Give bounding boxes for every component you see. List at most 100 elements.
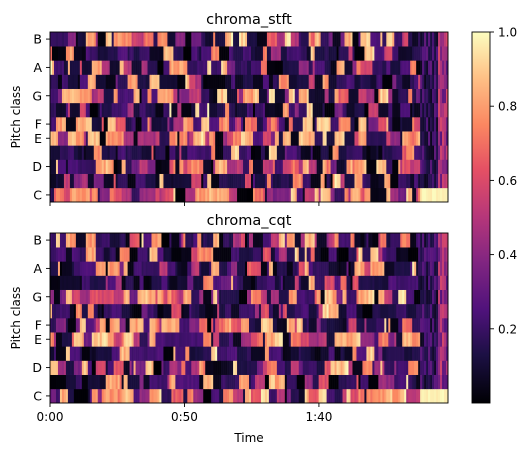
heatmap-cell bbox=[109, 102, 112, 118]
heatmap-cell bbox=[99, 74, 103, 89]
heatmap-cell bbox=[416, 102, 419, 118]
heatmap-cell bbox=[95, 303, 99, 319]
heatmap-cell bbox=[396, 360, 399, 375]
heatmap-cell bbox=[426, 32, 429, 47]
heatmap-cell bbox=[352, 318, 355, 333]
heatmap-cell bbox=[221, 46, 224, 61]
heatmap-cell bbox=[282, 318, 286, 333]
heatmap-cell bbox=[239, 159, 242, 174]
heatmap-cell bbox=[366, 131, 369, 146]
heatmap-cell bbox=[217, 32, 220, 47]
heatmap-cell bbox=[91, 32, 95, 47]
heatmap-cell bbox=[296, 233, 300, 248]
heatmap-cell bbox=[161, 145, 164, 160]
heatmap-cell bbox=[77, 346, 81, 361]
heatmap-cell bbox=[320, 346, 323, 361]
heatmap-cell bbox=[217, 275, 220, 290]
heatmap-cell bbox=[442, 360, 445, 375]
heatmap-cell bbox=[318, 360, 321, 375]
heatmap-cell bbox=[133, 60, 136, 75]
heatmap-cell bbox=[274, 173, 278, 189]
heatmap-cell bbox=[358, 88, 361, 104]
heatmap-cell bbox=[438, 332, 441, 347]
heatmap-cell bbox=[213, 261, 216, 276]
heatmap-cell bbox=[442, 233, 445, 248]
heatmap-cell bbox=[278, 332, 282, 347]
heatmap-cell bbox=[282, 46, 286, 61]
heatmap-cell bbox=[366, 374, 369, 390]
heatmap-cell bbox=[139, 289, 142, 305]
heatmap-cell bbox=[61, 145, 65, 160]
heatmap-cell bbox=[290, 32, 294, 47]
heatmap-cell bbox=[193, 145, 196, 160]
heatmap-cell bbox=[61, 289, 65, 305]
heatmap-cell bbox=[362, 289, 365, 305]
heatmap-cell bbox=[175, 318, 178, 333]
heatmap-cell bbox=[326, 145, 329, 160]
heatmap-cell bbox=[123, 332, 126, 347]
heatmap-cell bbox=[233, 303, 236, 319]
heatmap-cell bbox=[326, 233, 329, 248]
heatmap-cell bbox=[225, 233, 228, 248]
heatmap-cell bbox=[157, 275, 160, 290]
heatmap-cell bbox=[358, 233, 361, 248]
heatmap-cell bbox=[324, 159, 327, 174]
heatmap-cell bbox=[69, 332, 73, 347]
heatmap-cell bbox=[189, 346, 192, 361]
heatmap-cell bbox=[416, 233, 419, 248]
heatmap-cell bbox=[414, 346, 417, 361]
heatmap-cell bbox=[205, 145, 208, 160]
heatmap-cell bbox=[85, 360, 89, 375]
heatmap-cell bbox=[418, 303, 421, 319]
heatmap-cell bbox=[290, 388, 294, 404]
heatmap-cell bbox=[71, 187, 75, 203]
heatmap-cell bbox=[155, 275, 158, 290]
heatmap-cell bbox=[109, 374, 112, 390]
heatmap-cell bbox=[350, 247, 353, 262]
heatmap-cell bbox=[300, 388, 304, 404]
heatmap-cell bbox=[53, 275, 57, 290]
heatmap-cell bbox=[87, 275, 91, 290]
heatmap-cell bbox=[249, 131, 252, 146]
heatmap-cell bbox=[245, 233, 248, 248]
heatmap-cell bbox=[229, 360, 232, 375]
heatmap-cell bbox=[95, 289, 99, 305]
heatmap-cell bbox=[344, 173, 347, 189]
heatmap-cell bbox=[368, 131, 371, 146]
heatmap-cell bbox=[346, 374, 349, 390]
heatmap-cell bbox=[157, 261, 160, 276]
heatmap-cell bbox=[131, 74, 134, 89]
heatmap-cell bbox=[256, 74, 260, 89]
heatmap-cell bbox=[207, 145, 210, 160]
heatmap-cell bbox=[336, 102, 339, 118]
heatmap-cell bbox=[215, 131, 218, 146]
heatmap-cell bbox=[141, 88, 144, 104]
heatmap-cell bbox=[436, 275, 439, 290]
heatmap-cell bbox=[63, 318, 67, 333]
heatmap-cell bbox=[61, 360, 65, 375]
heatmap-cell bbox=[264, 88, 268, 104]
heatmap-cell bbox=[276, 102, 280, 118]
heatmap-cell bbox=[171, 346, 174, 361]
heatmap-cell bbox=[219, 374, 222, 390]
heatmap-cell bbox=[428, 346, 431, 361]
heatmap-cell bbox=[328, 346, 331, 361]
heatmap-cell bbox=[231, 60, 234, 75]
heatmap-cell bbox=[284, 275, 288, 290]
heatmap-cell bbox=[372, 388, 375, 404]
heatmap-cell bbox=[125, 346, 128, 361]
heatmap-cell bbox=[346, 187, 349, 203]
heatmap-cell bbox=[428, 374, 431, 390]
heatmap-cell bbox=[93, 332, 97, 347]
heatmap-cell bbox=[372, 102, 375, 118]
heatmap-cell bbox=[243, 247, 246, 262]
heatmap-cell bbox=[145, 46, 148, 61]
heatmap-cell bbox=[310, 32, 313, 47]
heatmap-cell bbox=[404, 159, 407, 174]
heatmap-cell bbox=[249, 346, 252, 361]
heatmap-cell bbox=[282, 233, 286, 248]
heatmap-cell bbox=[50, 187, 53, 203]
heatmap-cell bbox=[378, 318, 381, 333]
heatmap-cell bbox=[169, 247, 172, 262]
